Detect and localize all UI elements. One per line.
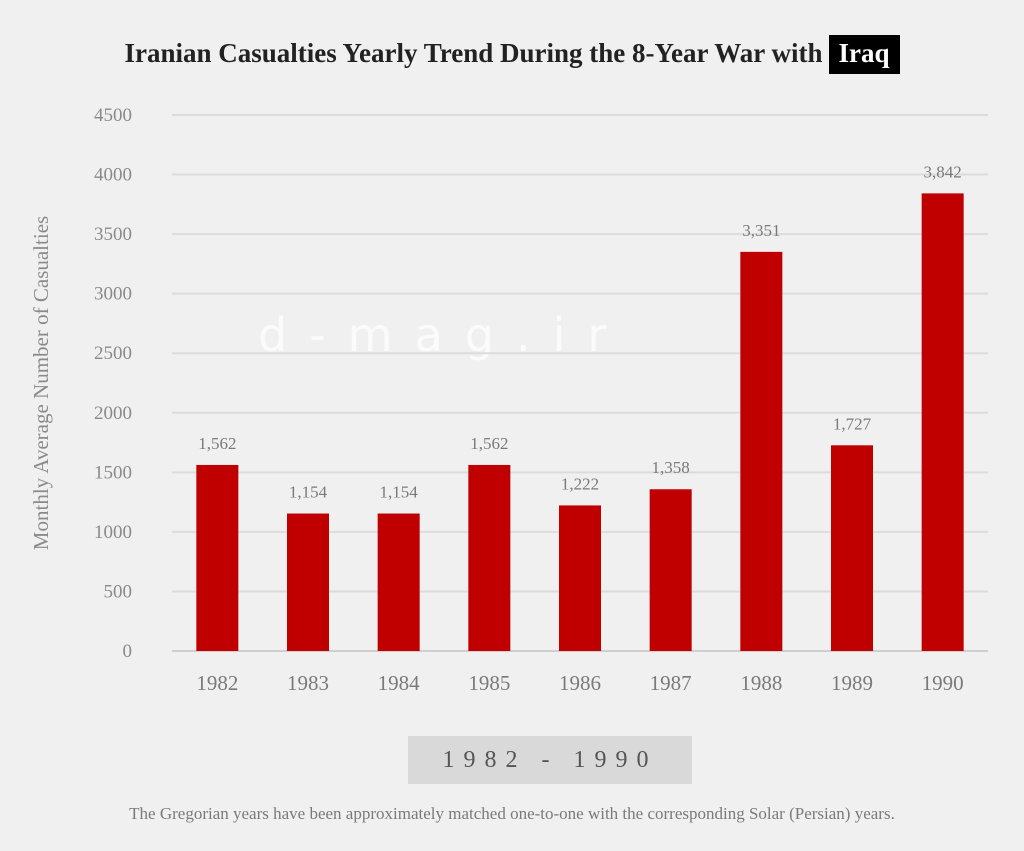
x-tick-label: 1989 — [831, 671, 873, 695]
bar — [649, 489, 692, 651]
bar — [196, 464, 239, 651]
x-tick-label: 1987 — [650, 671, 692, 695]
chart-title: Iranian Casualties Yearly Trend During t… — [0, 35, 1024, 74]
y-tick-label: 500 — [104, 581, 133, 602]
bar — [740, 251, 783, 651]
bar — [377, 513, 420, 651]
y-tick-label: 3000 — [94, 284, 132, 305]
y-tick-label: 2500 — [94, 343, 132, 364]
chart-title-text: Iranian Casualties Yearly Trend During t… — [124, 38, 823, 68]
bar — [559, 505, 601, 651]
x-tick-label: 1988 — [740, 671, 782, 695]
y-tick-label: 4000 — [94, 165, 132, 186]
bar — [921, 193, 964, 651]
bar-chart: 0 500 1000 1500 2000 2500 3000 3500 4000 4500 Mont… — [29, 105, 988, 695]
x-tick-label: 1982 — [196, 671, 238, 695]
bar — [468, 464, 511, 651]
y-tick-label: 4500 — [94, 105, 132, 126]
data-label: 1,727 — [833, 414, 872, 433]
data-label: 3,842 — [924, 162, 962, 181]
data-label: 1,154 — [380, 483, 419, 502]
data-label: 1,562 — [198, 434, 236, 453]
x-tick-label: 1985 — [468, 671, 510, 695]
chart-title-highlight: Iraq — [828, 35, 900, 74]
y-axis-label: Monthly Average Number of Casualties — [29, 216, 53, 550]
x-tick-label: 1990 — [922, 671, 964, 695]
x-tick-label: 1986 — [559, 671, 601, 695]
y-tick-label: 3500 — [94, 224, 132, 245]
year-range-badge: 1982 - 1990 — [408, 736, 692, 784]
y-tick-label: 1500 — [94, 462, 132, 483]
data-label: 1,222 — [561, 474, 599, 493]
x-tick-label: 1983 — [287, 671, 329, 695]
y-tick-label: 0 — [123, 641, 133, 662]
bar — [831, 445, 873, 651]
y-tick-label: 1000 — [94, 522, 132, 543]
data-label: 1,358 — [652, 458, 690, 477]
x-tick-label: 1984 — [378, 671, 421, 695]
footnote: The Gregorian years have been approximat… — [129, 804, 895, 823]
data-label: 3,351 — [742, 221, 780, 240]
data-label: 1,154 — [289, 483, 328, 502]
bar — [287, 513, 329, 651]
data-label: 1,562 — [470, 434, 508, 453]
y-tick-label: 2000 — [94, 403, 132, 424]
